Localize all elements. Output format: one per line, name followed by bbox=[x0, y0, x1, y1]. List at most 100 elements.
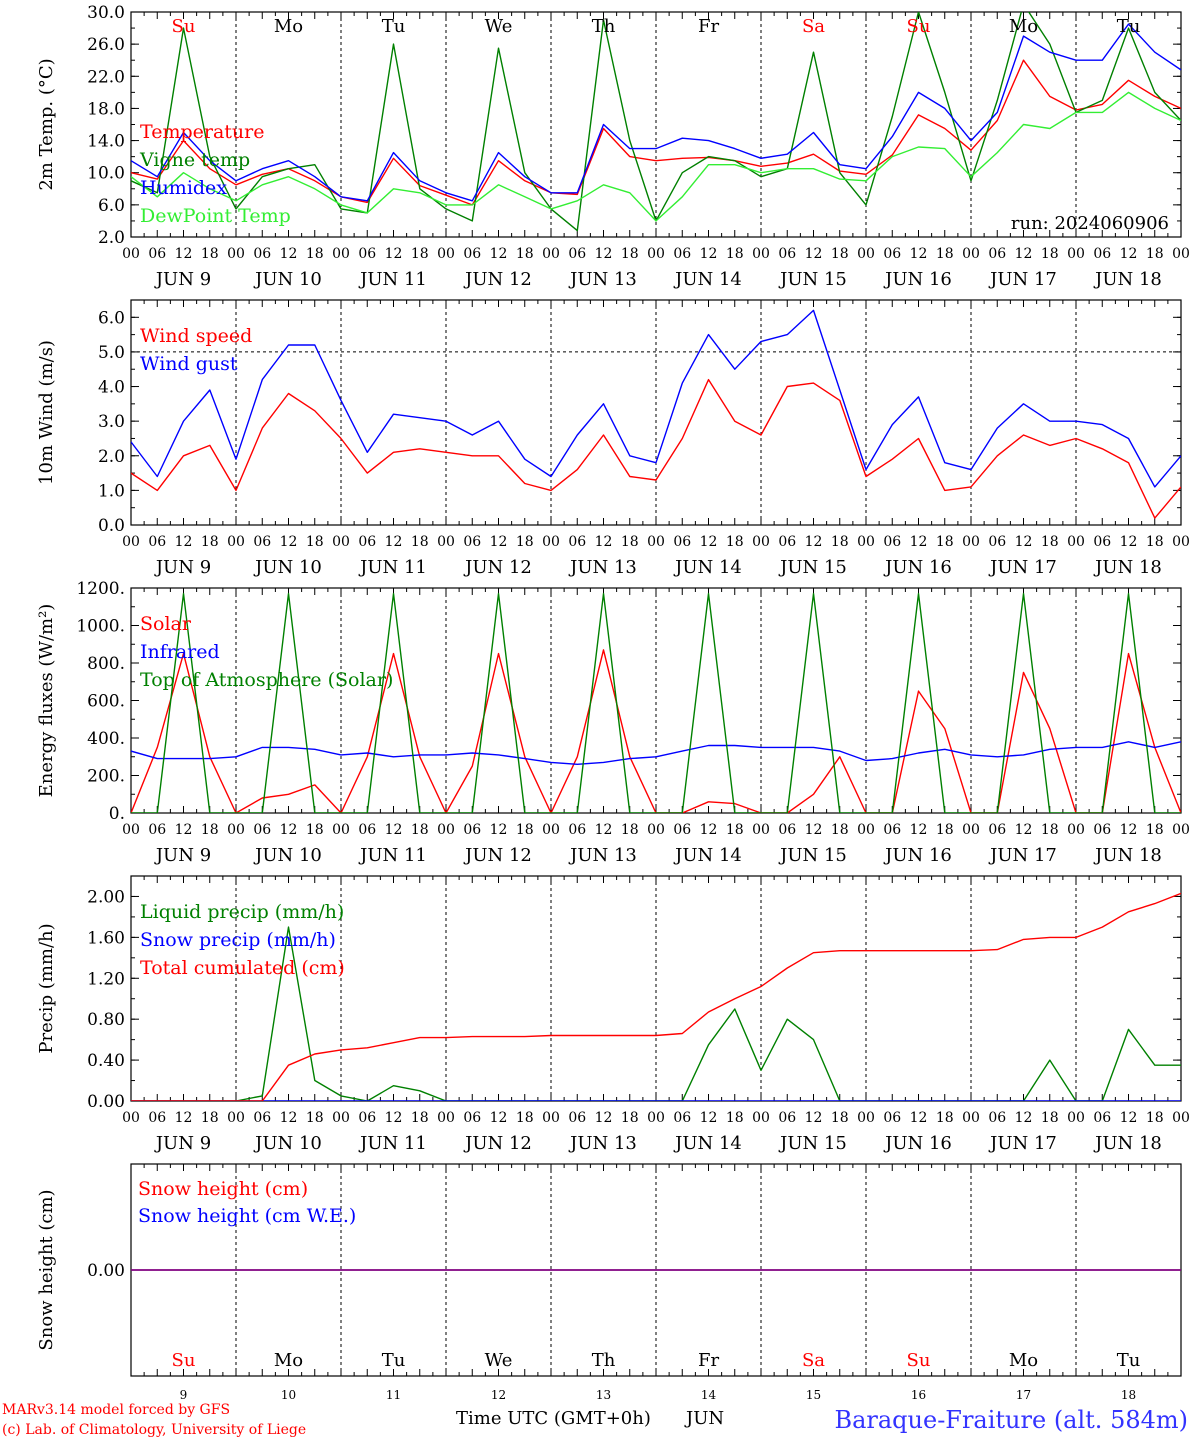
y-tick-label: 1.60 bbox=[87, 928, 125, 948]
y-tick-label: 6.0 bbox=[98, 308, 125, 328]
hour-label: 00 bbox=[962, 534, 980, 550]
hour-label: 12 bbox=[280, 822, 298, 838]
date-label: JUN 17 bbox=[988, 557, 1057, 578]
hour-label: 00 bbox=[122, 246, 140, 262]
hour-label: 00 bbox=[542, 534, 560, 550]
legend-entry-1: Snow precip (mm/h) bbox=[140, 929, 336, 951]
y-tick-label: 200. bbox=[87, 767, 125, 787]
hour-label: 06 bbox=[463, 822, 481, 838]
hour-label: 00 bbox=[752, 822, 770, 838]
y-tick-label: 800. bbox=[87, 654, 125, 674]
day-name: Mo bbox=[1009, 16, 1038, 37]
hour-label: 00 bbox=[962, 1110, 980, 1126]
y-axis-label: Precip (mm/h) bbox=[36, 923, 57, 1053]
date-label: JUN 13 bbox=[568, 269, 637, 290]
y-tick-label: 3.0 bbox=[98, 412, 125, 432]
hour-label: 06 bbox=[673, 822, 691, 838]
hour-label: 06 bbox=[988, 1110, 1006, 1126]
date-label: JUN 11 bbox=[358, 845, 427, 866]
date-label: JUN 11 bbox=[358, 269, 427, 290]
hour-label: 18 bbox=[516, 534, 534, 550]
day-number: 12 bbox=[491, 1388, 506, 1402]
month-label: JUN bbox=[684, 1408, 724, 1429]
date-label: JUN 14 bbox=[673, 1133, 742, 1154]
date-label: JUN 14 bbox=[673, 557, 742, 578]
hour-label: 06 bbox=[883, 1110, 901, 1126]
y-tick-label: 14.0 bbox=[87, 132, 125, 152]
hour-label: 12 bbox=[805, 534, 823, 550]
day-name: Su bbox=[907, 16, 931, 37]
day-name: Su bbox=[172, 1350, 196, 1371]
date-label: JUN 18 bbox=[1093, 269, 1162, 290]
date-label: JUN 12 bbox=[463, 845, 532, 866]
day-number: 17 bbox=[1016, 1388, 1031, 1402]
date-label: JUN 14 bbox=[673, 845, 742, 866]
hour-label: 00 bbox=[437, 246, 455, 262]
day-name: Sa bbox=[802, 16, 825, 37]
hour-label: 00 bbox=[437, 1110, 455, 1126]
date-label: JUN 9 bbox=[154, 845, 211, 866]
day-number: 16 bbox=[911, 1388, 926, 1402]
hour-label: 12 bbox=[700, 822, 718, 838]
hour-label: 12 bbox=[385, 1110, 403, 1126]
y-tick-label: 26.0 bbox=[87, 35, 125, 55]
y-tick-label: 10.0 bbox=[87, 164, 125, 184]
x-axis-label: Time UTC (GMT+0h) bbox=[456, 1408, 651, 1429]
date-label: JUN 17 bbox=[988, 269, 1057, 290]
y-tick-label: 5.0 bbox=[98, 343, 125, 363]
hour-label: 06 bbox=[253, 1110, 271, 1126]
day-name: Tu bbox=[382, 16, 406, 37]
panel-energy: 0. 200. 400. 600. 800. 1000. 1200. Energy fluxe… bbox=[36, 579, 1190, 866]
series-group bbox=[131, 892, 1181, 1101]
date-label: JUN 13 bbox=[568, 845, 637, 866]
hour-label: 12 bbox=[1120, 534, 1138, 550]
hour-label: 00 bbox=[542, 1110, 560, 1126]
hour-label: 06 bbox=[1093, 534, 1111, 550]
hour-label: 00 bbox=[227, 534, 245, 550]
series-line-0 bbox=[131, 59, 1181, 206]
hour-label: 18 bbox=[1041, 534, 1059, 550]
hour-label: 12 bbox=[595, 534, 613, 550]
series-line-2 bbox=[131, 592, 1181, 813]
hour-label: 18 bbox=[411, 822, 429, 838]
legend-entry-1: Infrared bbox=[140, 641, 220, 663]
legend-entry-2: Total cumulated (cm) bbox=[140, 957, 345, 979]
hour-label: 18 bbox=[936, 534, 954, 550]
hour-label: 12 bbox=[700, 1110, 718, 1126]
hour-label: 12 bbox=[595, 822, 613, 838]
date-label: JUN 17 bbox=[988, 845, 1057, 866]
hour-label: 12 bbox=[910, 822, 928, 838]
date-label: JUN 12 bbox=[463, 557, 532, 578]
hour-label: 12 bbox=[385, 534, 403, 550]
legend-entry-0: Temperature bbox=[140, 121, 264, 143]
hour-label: 00 bbox=[122, 1110, 140, 1126]
hour-label: 12 bbox=[280, 246, 298, 262]
hour-label: 00 bbox=[1067, 534, 1085, 550]
day-number: 15 bbox=[806, 1388, 821, 1402]
hour-label: 06 bbox=[673, 534, 691, 550]
hour-label: 00 bbox=[332, 534, 350, 550]
y-tick-label: 0.0 bbox=[98, 516, 125, 536]
day-name: Fr bbox=[698, 1350, 719, 1371]
hour-label: 06 bbox=[568, 534, 586, 550]
y-tick-label: 2.00 bbox=[87, 887, 125, 907]
series-line-0 bbox=[131, 926, 1181, 1101]
series-line-2 bbox=[131, 892, 1181, 1101]
date-label: JUN 16 bbox=[883, 1133, 952, 1154]
series-line-1 bbox=[131, 309, 1181, 488]
hour-label: 12 bbox=[175, 246, 193, 262]
series-group bbox=[131, 309, 1181, 519]
hour-label: 06 bbox=[148, 1110, 166, 1126]
y-tick-label: 30.0 bbox=[87, 3, 125, 23]
hour-label: 00 bbox=[1172, 246, 1190, 262]
credit-lab: (c) Lab. of Climatology, University of L… bbox=[2, 1422, 306, 1438]
day-number: 10 bbox=[281, 1388, 296, 1402]
series-line-2 bbox=[131, 23, 1181, 202]
hour-label: 00 bbox=[1067, 822, 1085, 838]
hour-label: 00 bbox=[752, 534, 770, 550]
y-tick-label: 1000. bbox=[76, 617, 125, 637]
date-label: JUN 16 bbox=[883, 845, 952, 866]
hour-label: 12 bbox=[805, 1110, 823, 1126]
day-number: 9 bbox=[180, 1388, 188, 1402]
hour-label: 00 bbox=[647, 1110, 665, 1126]
